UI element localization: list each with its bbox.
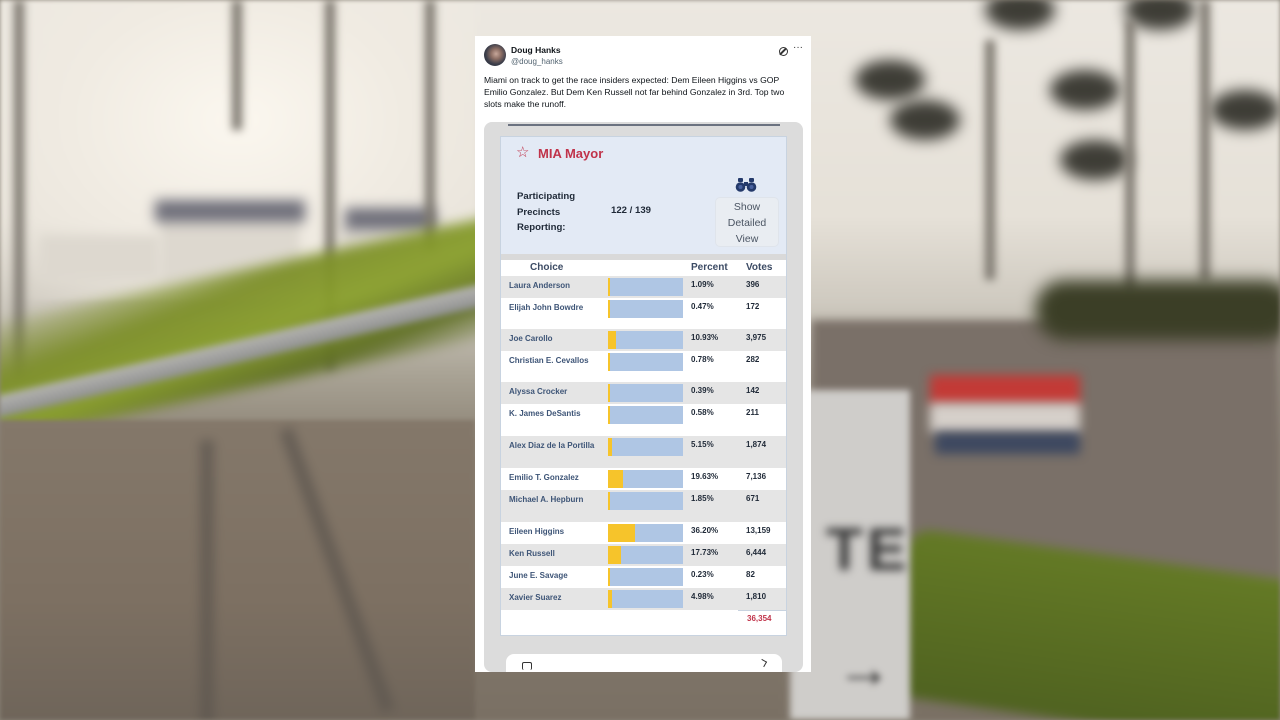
candidate-name: June E. Savage [509, 571, 568, 580]
vote-share-bar [608, 353, 683, 371]
candidate-votes: 671 [746, 494, 760, 503]
contest-title: MIA Mayor [538, 146, 604, 161]
column-header-votes: Votes [746, 262, 773, 273]
candidate-percent: 0.23% [691, 570, 714, 579]
tweet-header: Doug Hanks @doug_hanks ··· [483, 42, 803, 70]
candidate-votes: 142 [746, 386, 760, 395]
table-row: Alyssa Crocker 0.39% 142 [501, 382, 786, 404]
candidate-percent: 4.98% [691, 592, 714, 601]
candidate-percent: 17.73% [691, 548, 719, 557]
candidate-votes: 396 [746, 280, 760, 289]
media-icon[interactable] [522, 662, 532, 670]
divider [738, 610, 786, 611]
table-row: Emilio T. Gonzalez 19.63% 7,136 [501, 468, 786, 490]
vote-share-bar [608, 300, 683, 318]
candidate-percent: 1.09% [691, 280, 714, 289]
candidate-name: Joe Carollo [509, 334, 553, 343]
star-icon[interactable]: ☆ [516, 144, 530, 161]
candidate-votes: 82 [746, 570, 755, 579]
candidate-percent: 0.39% [691, 386, 714, 395]
divider [501, 254, 786, 260]
candidate-name: Alex Diaz de la Portilla [509, 441, 595, 450]
vote-share-bar [608, 546, 683, 564]
candidate-percent: 0.58% [691, 408, 714, 417]
binoculars-icon[interactable] [735, 178, 757, 192]
grok-icon[interactable] [779, 47, 788, 56]
divider [508, 124, 780, 126]
vote-share-bar [608, 492, 683, 510]
candidate-votes: 172 [746, 302, 760, 311]
vote-share-bar [608, 590, 683, 608]
table-row: Michael A. Hepburn 1.85% 671 [501, 490, 786, 522]
candidate-votes: 1,810 [746, 592, 767, 601]
election-results-panel: ☆ MIA Mayor Participating Precincts Repo… [500, 136, 787, 636]
table-row: K. James DeSantis 0.58% 211 [501, 404, 786, 436]
candidate-percent: 1.85% [691, 494, 714, 503]
candidate-votes: 6,444 [746, 548, 767, 557]
contest-header: ☆ MIA Mayor Participating Precincts Repo… [501, 137, 786, 254]
table-row: Elijah John Bowdre 0.47% 172 [501, 298, 786, 329]
more-icon[interactable]: ··· [793, 42, 803, 53]
results-table-body: Laura Anderson 1.09% 396 Elijah John Bow… [501, 276, 786, 610]
tweet-card: Doug Hanks @doug_hanks ··· Miami on trac… [475, 36, 811, 672]
precincts-label: Participating Precincts Reporting: [517, 191, 576, 233]
vote-share-bar [608, 470, 683, 488]
vote-share-bar [608, 384, 683, 402]
column-header-percent: Percent [691, 262, 728, 273]
table-row: Joe Carollo 10.93% 3,975 [501, 329, 786, 351]
candidate-name: Eileen Higgins [509, 527, 565, 536]
candidate-percent: 36.20% [691, 526, 719, 535]
tweet-text: Miami on track to get the race insiders … [484, 75, 785, 109]
vote-share-bar [608, 331, 683, 349]
table-row: Xavier Suarez 4.98% 1,810 [501, 588, 786, 610]
candidate-name: Michael A. Hepburn [509, 495, 584, 504]
avatar[interactable] [484, 44, 506, 66]
candidate-name: Alyssa Crocker [509, 387, 568, 396]
table-row: Eileen Higgins 36.20% 13,159 [501, 522, 786, 544]
table-row: Christian E. Cevallos 0.78% 282 [501, 351, 786, 382]
candidate-votes: 282 [746, 355, 760, 364]
table-row: Ken Russell 17.73% 6,444 [501, 544, 786, 566]
candidate-name: Laura Anderson [509, 281, 571, 290]
candidate-votes: 7,136 [746, 472, 767, 481]
show-detailed-view-button[interactable]: Show Detailed View [715, 197, 779, 247]
candidate-name: K. James DeSantis [509, 409, 581, 418]
author-handle[interactable]: @doug_hanks [511, 57, 563, 66]
candidate-percent: 19.63% [691, 472, 719, 481]
vote-share-bar [608, 278, 683, 296]
candidate-percent: 10.93% [691, 333, 719, 342]
candidate-name: Elijah John Bowdre [509, 303, 584, 312]
candidate-percent: 5.15% [691, 440, 714, 449]
candidate-name: Ken Russell [509, 549, 555, 558]
embed-footer [506, 654, 782, 672]
candidate-name: Xavier Suarez [509, 593, 562, 602]
vote-share-bar [608, 568, 683, 586]
author-name[interactable]: Doug Hanks [511, 45, 561, 55]
table-row: Laura Anderson 1.09% 396 [501, 276, 786, 298]
candidate-votes: 13,159 [746, 526, 771, 535]
candidate-votes: 1,874 [746, 440, 767, 449]
vote-share-bar [608, 524, 683, 542]
table-row: June E. Savage 0.23% 82 [501, 566, 786, 588]
candidate-votes: 3,975 [746, 333, 767, 342]
table-row: Alex Diaz de la Portilla 5.15% 1,874 [501, 436, 786, 468]
candidate-name: Christian E. Cevallos [509, 356, 589, 365]
candidate-votes: 211 [746, 408, 759, 417]
candidate-percent: 0.47% [691, 302, 714, 311]
candidate-percent: 0.78% [691, 355, 714, 364]
total-votes: 36,354 [747, 614, 772, 623]
vote-share-bar [608, 438, 683, 456]
results-table-header: Choice Percent Votes [501, 260, 786, 276]
embedded-image[interactable]: ☆ MIA Mayor Participating Precincts Repo… [484, 122, 803, 672]
candidate-name: Emilio T. Gonzalez [509, 473, 579, 482]
column-header-choice: Choice [530, 262, 564, 273]
expand-icon[interactable] [758, 658, 768, 668]
precincts-value: 122 / 139 [611, 205, 652, 216]
vote-share-bar [608, 406, 683, 424]
